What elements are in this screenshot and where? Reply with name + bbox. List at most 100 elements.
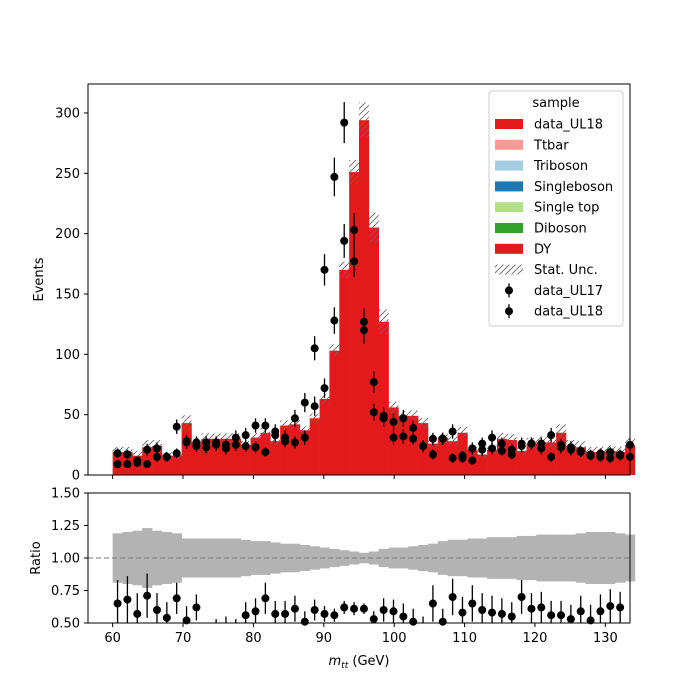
x-tick-label: 130 — [593, 631, 618, 646]
data-ul18-marker — [566, 443, 575, 452]
ratio-marker — [566, 615, 575, 624]
data-ul17-marker — [448, 454, 457, 463]
histogram-bar — [230, 438, 242, 475]
legend-label: Triboson — [533, 159, 588, 174]
legend-label: Singleboson — [534, 180, 613, 195]
histogram-bar — [319, 398, 330, 475]
histogram-bar — [408, 415, 419, 475]
data-ul17-marker — [143, 460, 152, 469]
stat-unc-box — [506, 434, 517, 446]
data-ul18-marker — [547, 431, 556, 440]
stat-unc-box — [280, 420, 291, 431]
data-ul18-marker — [419, 442, 428, 451]
data-ul17-marker — [488, 444, 497, 453]
ratio-marker — [143, 591, 152, 600]
stat-unc-box — [250, 433, 261, 443]
ratio-marker — [468, 599, 477, 608]
main-axes-frame — [87, 83, 631, 476]
y-tick-label: 200 — [55, 227, 80, 242]
ratio-band-box — [280, 543, 291, 573]
legend-swatch — [495, 139, 523, 150]
ratio-y-tick-label: 1.50 — [51, 487, 80, 502]
histogram-bar — [349, 172, 360, 475]
ratio-marker — [300, 617, 309, 626]
ratio-marker — [172, 594, 181, 603]
main-x-axis — [112, 475, 606, 479]
ratio-marker — [507, 612, 516, 621]
main-y-axis-label: Events — [32, 257, 47, 301]
histogram-bar — [280, 425, 291, 475]
main-plot-panel: 0 50 100 150 200 250 300 Events sample data_UL1… — [32, 83, 636, 484]
ratio-marker — [616, 603, 625, 612]
ratio-marker — [478, 606, 487, 614]
data-ul18-marker — [438, 434, 447, 443]
stat-unc-box — [132, 451, 143, 461]
y-tick-label: 50 — [63, 408, 80, 423]
ratio-marker — [488, 608, 497, 617]
data-ul17-marker — [172, 449, 181, 458]
legend-label: Ttbar — [533, 138, 569, 153]
stat-unc-box — [457, 426, 468, 439]
ratio-marker — [458, 608, 467, 617]
stat-unc-box — [418, 417, 428, 429]
data-ul17-marker — [369, 378, 378, 387]
histogram-bar — [290, 424, 301, 475]
ratio-band-box — [152, 530, 163, 586]
histogram-bar — [329, 350, 340, 475]
ratio-band-box — [496, 537, 508, 579]
histogram-bar — [309, 418, 320, 475]
ratio-y-tick-label: 0.75 — [51, 584, 80, 599]
ratio-marker — [557, 611, 566, 620]
ratio-marker — [162, 613, 171, 622]
legend-swatch — [495, 181, 523, 192]
legend-label: data_UL18 — [534, 118, 603, 133]
data-ul18-marker — [261, 421, 270, 430]
histogram-bar — [487, 449, 498, 475]
legend-swatch — [495, 160, 523, 171]
histogram-bar — [221, 438, 232, 475]
data-ul18-marker — [606, 448, 615, 457]
histogram-bar — [437, 437, 448, 475]
legend-swatch — [495, 119, 523, 129]
data-ul18-marker — [133, 456, 142, 465]
histogram-bar — [595, 452, 606, 475]
histogram-bar — [575, 447, 586, 475]
ratio-marker — [517, 593, 526, 601]
data-ul18-marker — [202, 438, 211, 447]
data-ul17-marker — [330, 316, 339, 325]
data-ul18-marker — [448, 427, 457, 436]
ratio-y-tick-label: 1.25 — [51, 519, 80, 534]
data-ul17-marker — [340, 236, 349, 245]
data-ul18-marker — [586, 450, 595, 459]
histogram-bar — [250, 437, 261, 475]
ratio-band-box — [290, 543, 301, 573]
data-ul18-marker — [576, 448, 585, 457]
stat-unc-box — [329, 344, 340, 357]
data-ul17-marker — [123, 460, 132, 469]
data-ul18-marker — [409, 423, 418, 432]
ratio-band-box — [536, 534, 547, 582]
histogram-bar — [565, 446, 577, 475]
data-ul18-marker — [330, 172, 339, 181]
data-ul18-marker — [143, 445, 152, 454]
data-ul17-marker — [152, 452, 161, 461]
ratio-marker — [192, 603, 201, 612]
ratio-band-box — [368, 551, 380, 565]
main-y-axis: 0 50 100 150 200 250 300 — [55, 106, 88, 484]
ratio-marker — [310, 606, 319, 614]
data-ul18-marker — [113, 449, 122, 458]
data-ul17-marker — [320, 384, 329, 393]
x-tick-label: 100 — [382, 631, 407, 646]
data-ul18-marker — [389, 417, 398, 426]
ratio-band-box — [201, 538, 212, 578]
ratio-marker — [586, 616, 595, 625]
ratio-band-box — [122, 532, 133, 584]
data-ul18-marker — [241, 431, 250, 440]
ratio-marker — [113, 599, 122, 608]
x-tick-label: 70 — [175, 631, 192, 646]
data-ul18-marker — [281, 433, 290, 442]
data-ul17-marker — [310, 402, 319, 411]
y-tick-label: 100 — [55, 348, 80, 363]
histogram-bar — [516, 450, 527, 475]
data-ul18-marker — [428, 434, 437, 443]
